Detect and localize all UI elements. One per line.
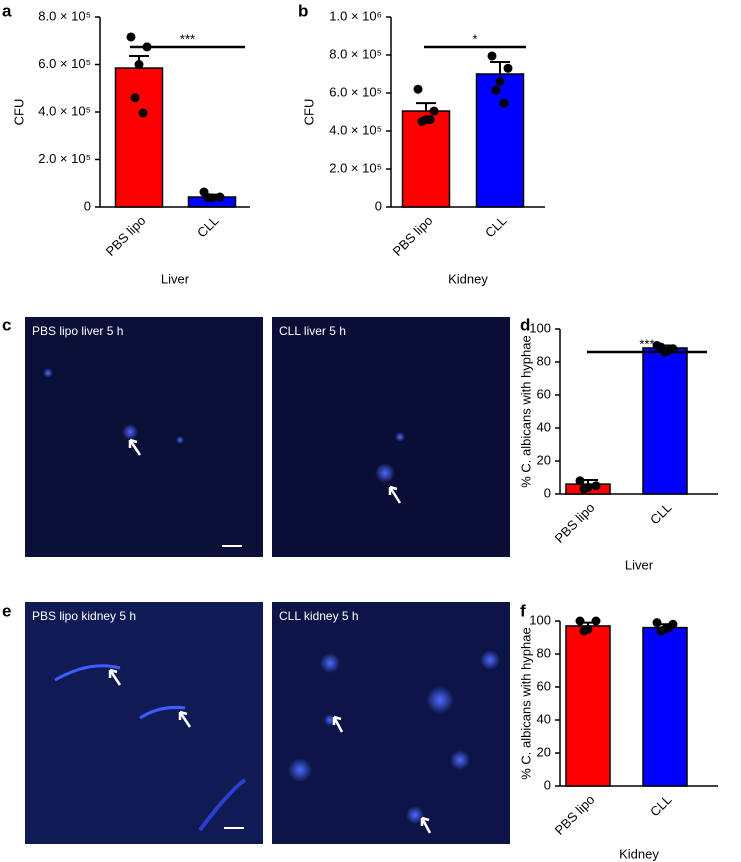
y-tick-label: 0 [84,198,91,213]
micrograph: PBS lipo kidney 5 h [25,602,263,844]
image-caption: CLL kidney 5 h [279,609,359,623]
data-point [487,51,497,61]
data-point [130,93,140,103]
y-tick-label: 20 [537,744,551,759]
significance-label: *** [639,336,654,351]
bar [114,67,164,208]
significance-label: * [472,31,477,46]
x-axis-label: Liver [625,557,654,572]
panel-label: a [2,1,12,20]
x-tick-label: PBS lipo [552,500,598,546]
data-point [579,484,589,494]
x-tick-label: CLL [647,792,674,819]
x-axis-label: Kidney [619,846,659,861]
x-axis-label: Kidney [448,271,488,286]
y-tick-label: 20 [537,452,551,467]
y-tick-label: 2.0 × 10⁵ [329,160,382,175]
data-point [134,60,144,69]
data-point [503,63,513,73]
y-tick-label: 6.0 × 10⁵ [38,56,91,71]
x-axis-label: Liver [161,271,190,286]
x-tick-label: CLL [482,213,509,240]
data-point [495,77,505,87]
y-tick-label: 40 [537,419,551,434]
data-point [429,106,439,116]
panel-label: f [520,601,526,620]
x-tick-label: PBS lipo [552,792,598,838]
y-tick-label: 4.0 × 10⁵ [38,103,91,118]
data-point [491,85,501,95]
data-point [138,108,148,118]
x-tick-label: CLL [647,500,674,527]
y-tick-label: 8.0 × 10⁵ [38,8,91,23]
data-point [591,616,601,626]
data-point [656,342,666,352]
bar [565,625,611,787]
data-point [579,626,589,636]
bar [642,626,688,787]
y-tick-label: 0 [375,198,382,213]
panel-label: c [2,315,11,334]
micrograph: CLL kidney 5 h [272,602,510,844]
data-point [664,345,674,355]
micrograph: PBS lipo liver 5 h [25,317,263,557]
y-tick-label: 4.0 × 10⁵ [329,122,382,137]
y-tick-label: 1.0 × 10⁶ [329,8,382,23]
y-tick-label: 100 [529,612,551,627]
image-caption: CLL liver 5 h [279,324,346,338]
y-tick-label: 8.0 × 10⁵ [329,46,382,61]
significance-label: *** [180,31,195,46]
y-tick-label: 2.0 × 10⁵ [38,151,91,166]
error-bar [416,102,436,112]
data-point [215,192,225,202]
y-tick-label: 100 [529,320,551,335]
panel-label: b [298,1,308,20]
data-point [656,626,666,636]
image-caption: PBS lipo liver 5 h [32,324,123,338]
data-point [591,481,601,491]
x-tick-label: PBS lipo [390,213,436,259]
data-point [417,117,427,126]
y-tick-label: 60 [537,678,551,693]
y-axis-label: % C. albicans with hyphae [518,335,533,487]
data-point [664,623,674,633]
data-point [499,98,509,108]
bar [642,347,688,495]
x-tick-label: CLL [194,213,221,240]
y-tick-label: 80 [537,645,551,660]
data-point [652,618,662,628]
y-tick-label: 80 [537,353,551,368]
data-point [203,193,213,202]
y-axis-label: CFU [11,99,26,126]
panel-label: e [2,601,11,620]
y-tick-label: 60 [537,386,551,401]
image-caption: PBS lipo kidney 5 h [32,609,136,623]
panel-label: d [520,315,530,334]
micrograph: CLL liver 5 h [272,317,510,557]
data-point [413,84,423,94]
data-point [425,115,435,125]
error-bar [490,61,510,74]
data-point [126,32,136,42]
x-tick-label: PBS lipo [103,213,149,259]
y-tick-label: 0 [544,485,551,500]
data-point [575,476,585,486]
y-tick-label: 40 [537,711,551,726]
bar [401,110,451,208]
y-axis-label: % C. albicans with hyphae [518,627,533,779]
y-tick-label: 6.0 × 10⁵ [329,84,382,99]
data-point [575,616,585,626]
y-axis-label: CFU [301,99,316,126]
bar [475,73,525,208]
y-tick-label: 0 [544,777,551,792]
